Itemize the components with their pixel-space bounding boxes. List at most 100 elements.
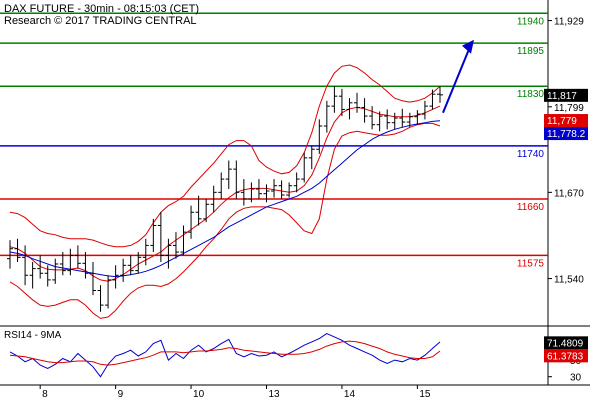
chart-subtitle: Research © 2017 TRADING CENTRAL: [4, 15, 197, 27]
ohlc-bar: [399, 108, 406, 128]
ohlc-bar: [112, 265, 119, 289]
rsi-badge: 71.4809: [544, 336, 588, 350]
level-label: 11575: [517, 258, 545, 269]
rsi-series-9ma: [9, 340, 441, 366]
ohlc-bar: [346, 98, 353, 120]
ohlc-bar: [414, 110, 421, 125]
ohlc-bar: [278, 180, 285, 199]
ohlc-bar: [218, 172, 225, 199]
ohlc-bar: [286, 182, 293, 198]
ohlc-bar: [240, 179, 247, 206]
ohlc-bar: [59, 252, 66, 276]
ohlc-bar: [354, 92, 361, 113]
ohlc-bar: [308, 145, 315, 170]
x-tick-label: 15: [419, 389, 431, 400]
ohlc-bar: [323, 100, 330, 133]
ohlc-bar: [203, 198, 210, 223]
ohlc-bar: [29, 261, 36, 289]
ohlc-bar: [225, 160, 232, 190]
ohlc-bar: [248, 182, 255, 203]
x-tick-label: 13: [268, 389, 280, 400]
ohlc-bar: [195, 195, 202, 226]
ohlc-bar: [429, 89, 436, 110]
ohlc-bar: [142, 238, 149, 266]
ohlc-bar: [271, 179, 278, 198]
ohlc-bar: [105, 275, 112, 309]
ohlc-bar: [376, 111, 383, 132]
ohlc-bar: [120, 258, 127, 282]
ohlc-bar: [263, 184, 270, 203]
rsi-panel-title: RSI14 - 9MA: [4, 330, 62, 341]
bollinger-lower-line: [9, 122, 441, 319]
level-label: 11895: [517, 46, 545, 57]
ohlc-bar: [338, 88, 345, 117]
ohlc-bar: [135, 252, 142, 274]
ohlc-bar: [172, 232, 179, 259]
x-tick-label: 14: [344, 389, 356, 400]
y-tick-label: 11,670: [554, 188, 584, 199]
level-label: 11740: [517, 149, 545, 160]
rsi-y-tick-label: 30: [570, 373, 582, 384]
ohlc-bar: [369, 106, 376, 130]
price-badge-label: 11,779: [547, 116, 577, 127]
price-badge-bg: [544, 127, 588, 141]
price-badge-label: 11,778.2: [547, 129, 586, 140]
ohlc-bar: [44, 265, 51, 287]
ohlc-bar: [233, 160, 240, 199]
y-tick-label: 11,799: [554, 103, 584, 114]
ohlc-bar: [7, 240, 13, 269]
ohlc-bar: [188, 205, 195, 239]
ohlc-bar: [165, 238, 172, 269]
ohlc-bar: [97, 285, 104, 312]
ohlc-bar: [52, 258, 59, 284]
ohlc-bar: [437, 86, 443, 103]
main-price-panel: 11940 11895 11830 11740 11660 11575 11,540 11,6…: [0, 0, 590, 386]
y-tick-label: 11,540: [554, 275, 584, 286]
y-tick-label: 11,929: [554, 17, 584, 28]
rsi-series-rsi14: [9, 333, 441, 378]
price-badge-bg: [544, 88, 588, 102]
ohlc-bar: [22, 245, 29, 286]
ohlc-bar: [157, 212, 164, 262]
x-tick-label: 9: [118, 389, 124, 400]
ohlc-bar: [421, 100, 428, 120]
ohlc-bar: [361, 98, 368, 123]
level-label: 11660: [517, 202, 545, 213]
ohlc-bar: [406, 112, 413, 128]
x-tick-label: 10: [193, 389, 205, 400]
bollinger-upper-line: [9, 64, 441, 248]
price-badge-bg: [544, 114, 588, 128]
ohlc-bar: [180, 225, 187, 256]
projection-arrow-head: [462, 39, 474, 54]
price-badge-label: 11,817: [547, 91, 577, 102]
ohlc-bar: [127, 255, 134, 276]
ohlc-bar: [89, 261, 96, 296]
ohlc-bar: [150, 218, 157, 253]
x-tick-label: 8: [42, 389, 48, 400]
ohlc-bar: [384, 109, 391, 130]
rsi-badge-label: 61.3783: [547, 351, 584, 362]
rsi-badge-label: 71.4809: [547, 338, 584, 349]
moving-average-line: [9, 120, 441, 278]
ohlc-bar: [67, 248, 74, 276]
ohlc-bar: [316, 119, 323, 154]
ohlc-bar: [14, 238, 21, 262]
price-badge: 11,817: [544, 88, 588, 102]
ohlc-bar: [74, 245, 81, 269]
ohlc-bar: [255, 179, 262, 199]
bollinger-mid-line: [9, 105, 441, 282]
ohlc-bar: [331, 86, 338, 113]
level-label: 11940: [517, 16, 545, 27]
chart-title: DAX FUTURE - 30min - 08:15:03 (CET): [4, 3, 199, 15]
price-badge: 11,778.2: [544, 127, 588, 141]
ohlc-bar: [210, 185, 217, 213]
projection-arrow-shaft: [442, 46, 471, 114]
ohlc-bar: [37, 255, 44, 279]
rsi-badge-bg: [544, 349, 588, 363]
x-axis: 8 9 10 13 14 15: [39, 385, 431, 400]
price-badge: 11,779: [544, 114, 588, 128]
ohlc-bar: [82, 252, 89, 279]
